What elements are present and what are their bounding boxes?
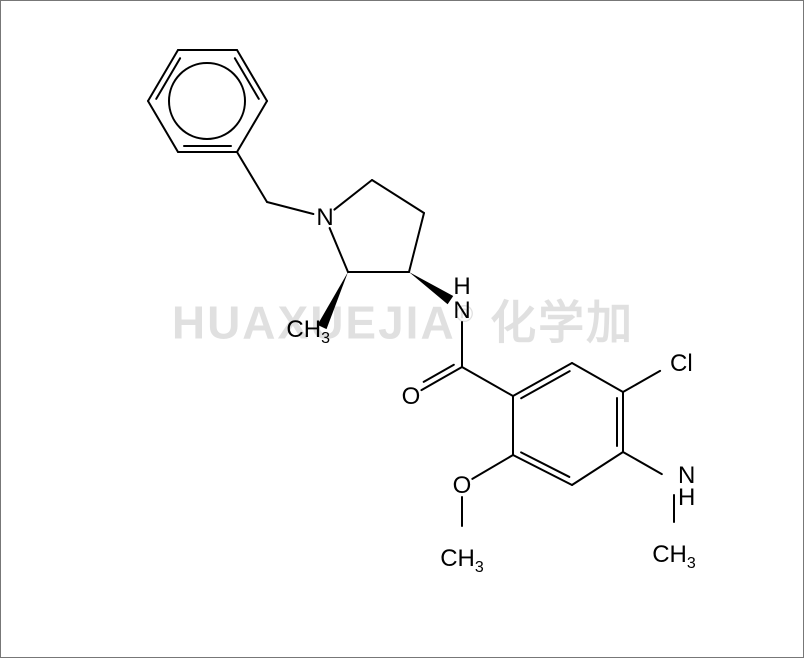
double-bond [237, 50, 267, 101]
molecule-diagram: NCH3HNOClNHCH3OCH3 [0, 0, 806, 660]
single-bond [409, 213, 424, 272]
double-bond [513, 455, 572, 485]
single-bond [148, 101, 178, 152]
single-bond [623, 452, 662, 474]
atom-label-H: H [453, 273, 470, 300]
atom-label-N: N [453, 297, 470, 324]
single-bond [472, 455, 513, 479]
single-bond [237, 152, 267, 202]
single-bond [572, 363, 623, 392]
single-bond [372, 180, 424, 213]
single-bond [330, 228, 348, 272]
single-bond [237, 101, 267, 152]
atom-label: N [316, 204, 333, 231]
single-bond [572, 452, 623, 485]
single-bond [623, 371, 660, 392]
wedge-bond [409, 272, 453, 304]
single-bond [462, 367, 513, 396]
single-bond [334, 180, 372, 210]
atom-label: CH3 [440, 545, 484, 576]
atom-label: O [453, 472, 472, 499]
single-bond [267, 202, 313, 214]
double-bond [148, 50, 178, 101]
double-bond [513, 363, 572, 396]
atom-label: Cl [670, 350, 693, 377]
atom-label: CH3 [652, 541, 696, 572]
double-bond [421, 367, 462, 390]
atom-label-H: H [678, 484, 695, 511]
wedge-bond [317, 272, 348, 329]
atom-label: O [402, 383, 421, 410]
